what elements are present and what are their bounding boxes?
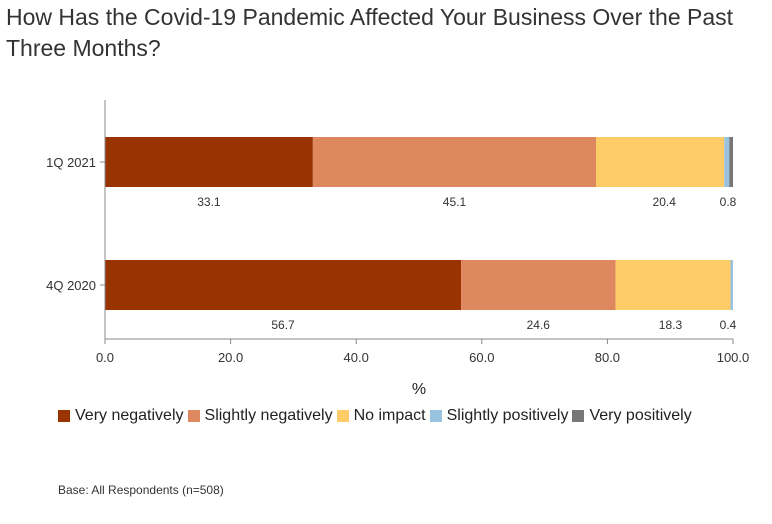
legend-swatch: [572, 410, 585, 422]
bar-segment: [461, 260, 616, 310]
x-tick-label: 0.0: [96, 350, 114, 365]
bar-segment: [105, 260, 462, 310]
legend-swatch: [429, 410, 442, 422]
data-label: 56.7: [271, 318, 295, 332]
data-label: 24.6: [527, 318, 551, 332]
legend-label: Slightly positively: [446, 407, 569, 424]
x-tick-label: 100.0: [717, 350, 750, 365]
chart-legend: Very negatively Slightly negatively No imp…: [58, 402, 698, 432]
data-label: 0.8: [720, 195, 737, 209]
category-label: 1Q 2021: [46, 155, 96, 170]
data-label: 0.4: [720, 318, 737, 332]
legend-label: Slightly negatively: [204, 407, 333, 424]
data-label: 20.4: [653, 195, 677, 209]
legend-item: No impact: [336, 402, 426, 430]
legend-item: Slightly positively: [429, 402, 569, 430]
x-tick-label: 20.0: [218, 350, 243, 365]
bar-segment: [105, 137, 313, 187]
bar-segment: [596, 137, 725, 187]
legend-swatch: [187, 410, 200, 422]
category-label: 4Q 2020: [46, 278, 96, 293]
x-tick-label: 40.0: [344, 350, 369, 365]
legend-label: Very negatively: [75, 407, 184, 424]
stacked-bar-chart: 33.1 45.1 20.4 0.8 1Q 2021 56.7 24.6 18.3 0.4 4Q …: [46, 100, 750, 398]
legend-item: Very positively: [572, 402, 692, 430]
legend-label: Very positively: [589, 407, 692, 424]
legend-swatch: [58, 410, 70, 422]
data-label: 45.1: [443, 195, 467, 209]
data-label: 18.3: [659, 318, 683, 332]
bar-segment: [724, 137, 730, 187]
bar-segment: [730, 260, 733, 310]
legend-item: Very negatively: [58, 402, 184, 430]
x-axis-title: %: [412, 381, 426, 398]
legend-swatch: [336, 410, 349, 422]
legend-label: No impact: [353, 407, 426, 424]
bar-segment: [312, 137, 597, 187]
data-label: 33.1: [197, 195, 221, 209]
x-tick-label: 80.0: [595, 350, 620, 365]
chart-title: How Has the Covid-19 Pandemic Affected Y…: [6, 4, 734, 61]
bar-segment: [615, 260, 731, 310]
x-tick-label: 60.0: [469, 350, 494, 365]
legend-item: Slightly negatively: [187, 402, 333, 430]
bar-segment: [729, 137, 733, 187]
footnote: Base: All Respondents (n=508): [58, 483, 224, 497]
